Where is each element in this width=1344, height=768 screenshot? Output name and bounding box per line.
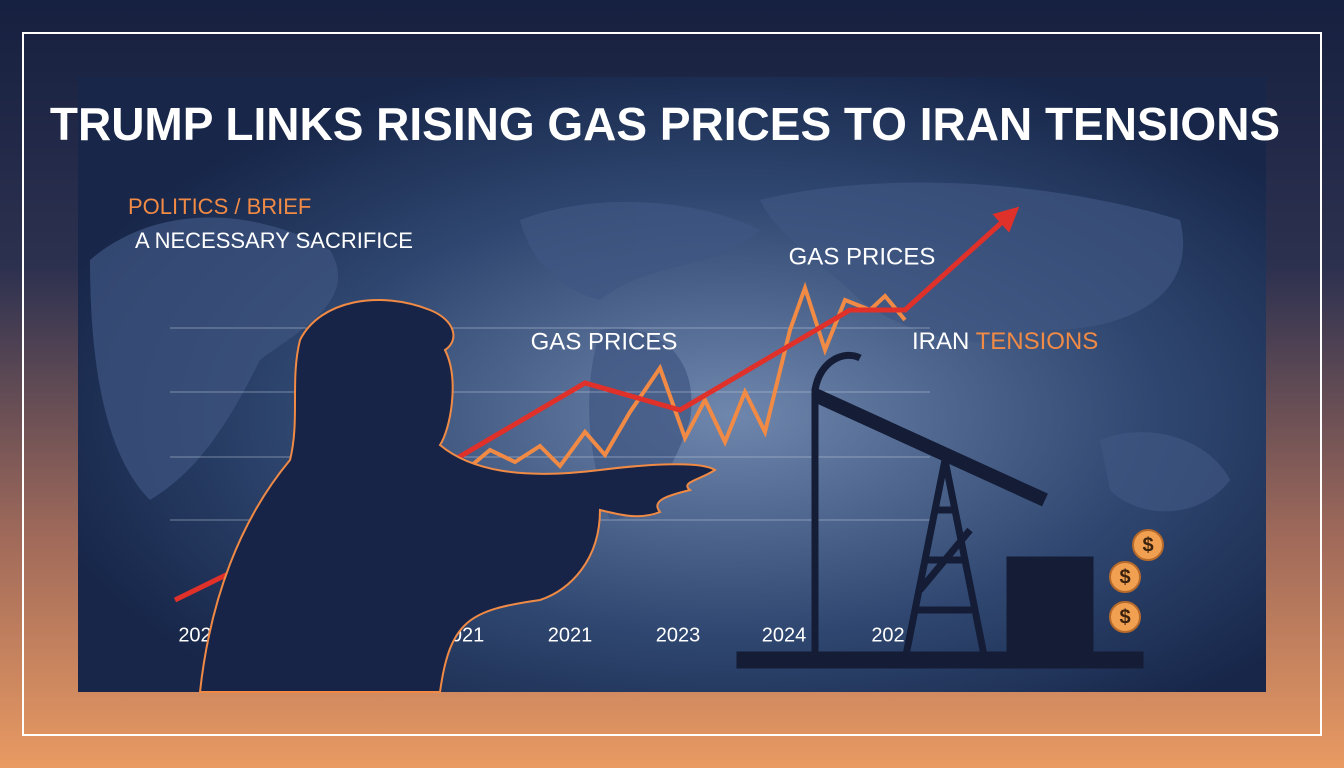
coins: $ $ $	[1109, 529, 1164, 633]
label: TENSIONS	[976, 328, 1099, 355]
label: IRAN TENSIONS	[912, 328, 1098, 355]
year-label: 2021	[548, 624, 593, 646]
year-label: 2023	[656, 624, 701, 646]
coin-symbol: $	[1119, 606, 1130, 628]
coin	[1109, 561, 1141, 593]
year-label: 2024	[762, 624, 807, 646]
kicker: POLITICS / BRIEF	[128, 194, 311, 219]
pump-jack	[736, 351, 1144, 669]
subtitle: A NECESSARY SACRIFICE	[135, 228, 413, 253]
silhouette	[198, 299, 717, 693]
coin-symbol: $	[1142, 534, 1153, 556]
year-label: 202	[178, 624, 211, 646]
gas-price-line	[419, 281, 907, 482]
year-label: 202	[871, 624, 904, 646]
frame	[22, 32, 1322, 736]
title: TRUMP LINKS RISING GAS PRICES TO IRAN TE…	[50, 98, 1280, 150]
label: GAS PRICES	[531, 328, 678, 355]
coin	[1109, 601, 1141, 633]
label: GAS PRICES	[789, 243, 936, 270]
label: IRAN	[912, 328, 969, 355]
coin	[1132, 529, 1164, 561]
coin-symbol: $	[1119, 566, 1130, 588]
